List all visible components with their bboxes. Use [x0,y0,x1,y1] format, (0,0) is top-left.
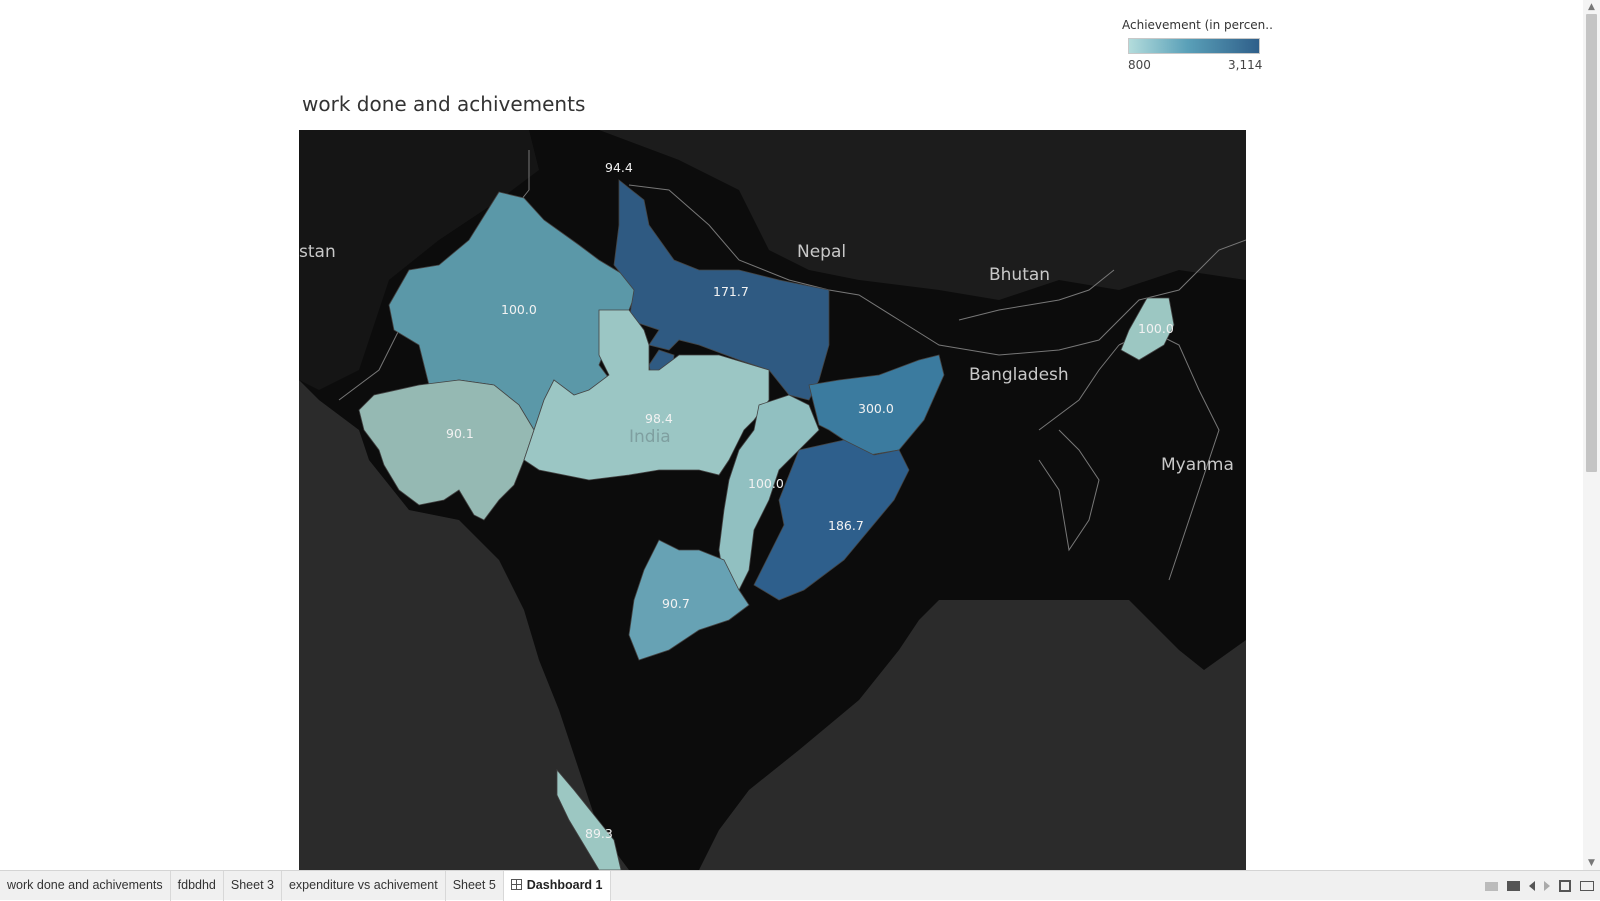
region-telangana[interactable] [628,539,750,661]
vertical-scrollbar[interactable]: ▲ ▼ [1583,0,1600,870]
region-madhya-pradesh[interactable] [523,309,770,481]
region-gujarat[interactable] [358,379,535,521]
sheet-title: work done and achivements [302,92,586,116]
next-sheet-icon[interactable] [1544,881,1550,891]
scroll-thumb[interactable] [1586,14,1597,472]
scroll-up-icon[interactable]: ▲ [1588,2,1595,12]
region-manipur[interactable] [1120,297,1175,361]
legend-max-value: 3,114 [1228,58,1263,72]
country-label-stan: stan [299,242,336,262]
tab-work-done[interactable]: work done and achivements [0,871,171,901]
region-odisha[interactable] [753,439,910,601]
region-value-label: 98.4 [645,411,673,426]
tab-dashboard-1[interactable]: Dashboard 1 [503,871,611,901]
region-value-label: 186.7 [828,518,864,533]
sheet-tab-bar: work done and achivements fdbdhd Sheet 3… [0,870,1600,901]
tab-sheet-3[interactable]: Sheet 3 [224,871,282,901]
region-jharkhand[interactable] [808,354,945,456]
region-chhattisgarh[interactable] [718,394,820,591]
tab-label: Sheet 5 [452,878,496,892]
tab-label: Sheet 3 [230,878,274,892]
region-value-label: 300.0 [858,401,894,416]
country-label-nepal: Nepal [797,242,846,262]
sheet-tabs: work done and achivements fdbdhd Sheet 3… [0,871,611,901]
legend-gradient-bar [1128,38,1260,54]
legend-min-value: 800 [1128,58,1151,72]
scroll-down-icon[interactable]: ▼ [1588,858,1595,868]
presentation-mode-icon[interactable] [1580,881,1594,891]
dashboard-grid-icon [510,879,522,890]
tab-label: Dashboard 1 [526,878,603,892]
region-value-label: 89.3 [585,826,613,841]
tab-label: fdbdhd [177,878,216,892]
color-legend[interactable]: Achievement (in percen.. 800 3,114 [1122,18,1273,72]
country-label-myanmar: Myanma [1161,455,1234,475]
tab-expenditure-vs-achivement[interactable]: expenditure vs achivement [282,871,446,901]
country-label-bhutan: Bhutan [989,265,1050,285]
region-value-label: 171.7 [713,284,749,299]
western-terrain [299,130,539,390]
region-value-label: 100.0 [748,476,784,491]
country-label-india: India [629,427,671,447]
tab-sheet-5[interactable]: Sheet 5 [446,871,504,901]
region-value-label: 90.1 [446,426,474,441]
tab-label: work done and achivements [7,878,163,892]
tab-label: expenditure vs achivement [288,878,438,892]
sheet-navigation-controls [1485,871,1594,901]
region-kerala[interactable] [556,768,622,870]
india-choropleth-map[interactable]: stan Nepal Bhutan Bangladesh Myanma Indi… [299,130,1246,870]
previous-sheet-icon[interactable] [1529,881,1535,891]
map-view[interactable]: stan Nepal Bhutan Bangladesh Myanma Indi… [299,130,1246,870]
show-tabs-icon[interactable] [1507,881,1520,891]
mountain-shading [599,130,1246,300]
region-value-label: 100.0 [1138,321,1174,336]
legend-title: Achievement (in percen.. [1122,18,1273,32]
region-value-label: 94.4 [605,160,633,175]
region-value-label: 90.7 [662,596,690,611]
region-value-label: 100.0 [501,302,537,317]
show-filmstrip-icon[interactable] [1485,881,1498,891]
fullscreen-icon[interactable] [1559,880,1571,892]
tab-fdbdhd[interactable]: fdbdhd [171,871,224,901]
country-label-bangladesh: Bangladesh [969,365,1069,385]
